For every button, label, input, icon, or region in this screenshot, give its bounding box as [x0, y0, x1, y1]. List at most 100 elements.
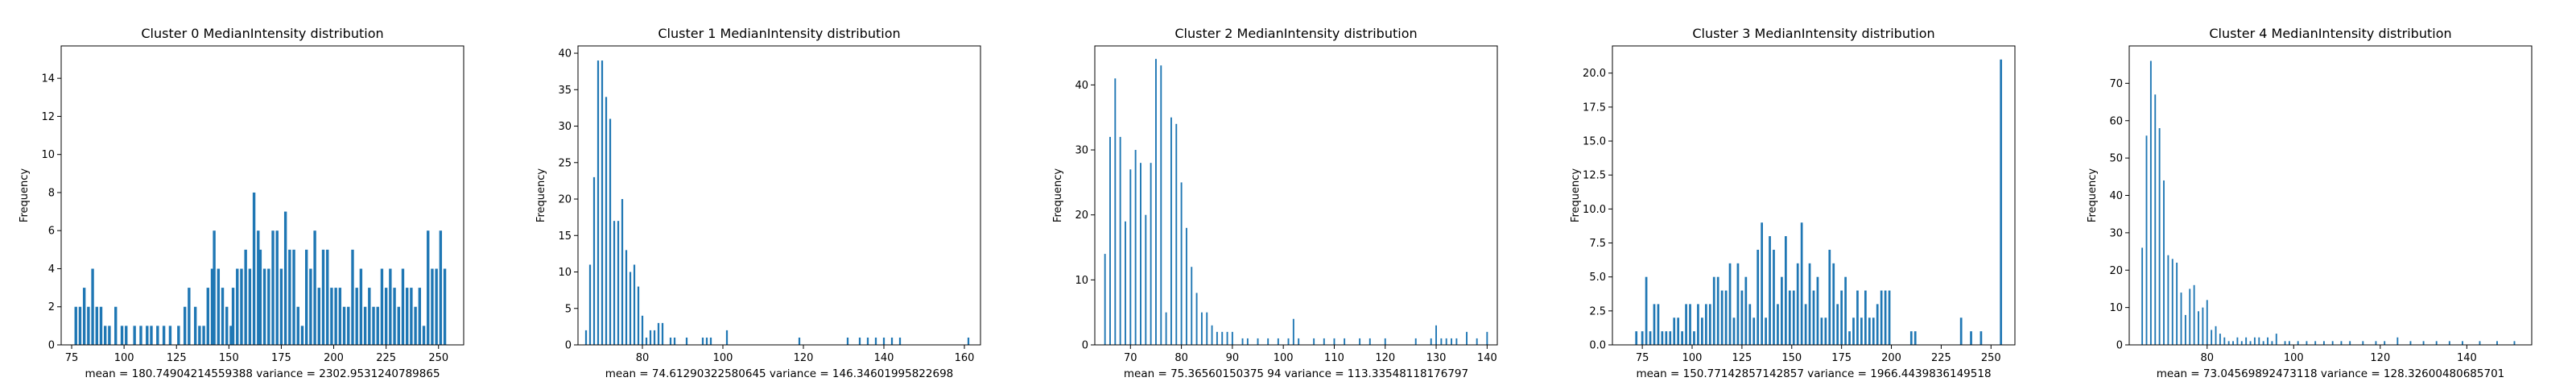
histogram-bar [2314, 341, 2317, 345]
x-tick-label: 110 [1324, 352, 1344, 364]
histogram-bar [1635, 331, 1638, 345]
histogram-bar [2253, 337, 2256, 345]
histogram-bar [2163, 180, 2165, 345]
histogram-bar [1724, 290, 1728, 345]
histogram-bar [1728, 263, 1732, 345]
y-tick-label: 50 [2109, 153, 2123, 165]
histogram-bar [275, 230, 279, 345]
y-tick-label: 0 [565, 340, 572, 352]
histogram-bar [300, 326, 304, 345]
histogram-bar [1685, 304, 1687, 345]
histogram-bar [82, 288, 86, 345]
histogram-bar [2227, 341, 2230, 345]
x-tick-label: 125 [1732, 352, 1752, 364]
histogram-bar [188, 288, 191, 345]
x-tick-label: 130 [1426, 352, 1447, 364]
histogram-bar [210, 268, 214, 345]
histogram-bar [1241, 338, 1244, 345]
histogram-bar [248, 268, 252, 345]
histogram-bar [1820, 317, 1823, 345]
histogram-bar [1708, 304, 1711, 345]
histogram-bar [1736, 263, 1740, 345]
y-tick-label: 35 [558, 85, 572, 97]
x-tick-label: 150 [219, 352, 239, 364]
histogram-bar [1140, 163, 1141, 345]
histogram-bar [1816, 276, 1819, 345]
histogram-bar [177, 326, 180, 345]
histogram-bar [405, 288, 409, 345]
histogram-bar [2206, 300, 2208, 345]
histogram-bar [418, 288, 422, 345]
histogram-bar [198, 326, 201, 345]
histogram-bar [967, 337, 970, 345]
histogram-bar [1824, 317, 1827, 345]
x-tick-label: 80 [1174, 352, 1188, 364]
histogram-bar [2180, 292, 2182, 345]
histogram-bar [2271, 341, 2273, 345]
histogram-bar [1323, 338, 1325, 345]
histogram-bar [262, 268, 266, 345]
histogram-bar [1832, 263, 1835, 345]
histogram-bar [1114, 78, 1117, 345]
y-tick-label: 4 [48, 263, 55, 276]
histogram-bar [139, 326, 142, 345]
histogram-bar [2422, 341, 2425, 345]
histogram-bar [1216, 331, 1218, 345]
histogram-bar [1125, 221, 1126, 345]
histogram-bar [882, 337, 886, 345]
histogram-bar [1669, 331, 1672, 345]
histogram-bar [1959, 317, 1963, 345]
histogram-bar [1884, 290, 1887, 345]
histogram-bar [2000, 59, 2003, 346]
histogram-bar [359, 268, 363, 345]
histogram-bar [368, 288, 371, 345]
histogram-bar [1333, 338, 1335, 345]
histogram-bar [2349, 341, 2351, 345]
y-tick-label: 30 [1075, 145, 1088, 157]
histogram-bar [2184, 314, 2186, 345]
x-tick-label: 175 [271, 352, 291, 364]
histogram-bar [1359, 338, 1361, 345]
histogram-bar [2435, 341, 2438, 345]
y-axis-label: Frequency [1570, 168, 1582, 222]
histogram-bar [2236, 337, 2239, 345]
histogram-bar [257, 230, 260, 345]
y-axis-label: Frequency [1052, 168, 1064, 222]
histogram-bar [304, 249, 308, 345]
x-tick-label: 175 [1831, 352, 1852, 364]
x-tick-label: 225 [376, 352, 396, 364]
histogram-bar [1796, 263, 1799, 345]
x-tick-label: 140 [874, 352, 894, 364]
histogram-bar [2409, 341, 2412, 345]
histogram-bar [1451, 338, 1452, 345]
x-tick-label: 75 [65, 352, 79, 364]
histogram-bar [2176, 262, 2178, 345]
histogram-bar [427, 230, 430, 345]
x-tick-label: 100 [1274, 352, 1294, 364]
y-tick-label: 10 [2109, 302, 2123, 314]
histogram-bar [317, 288, 321, 345]
histogram-bar [2275, 334, 2277, 345]
histogram-bar [146, 326, 149, 345]
histogram-bar [1476, 338, 1478, 345]
histogram-bar [1277, 338, 1279, 345]
y-tick-label: 8 [48, 187, 55, 199]
histogram-bar [1384, 338, 1386, 345]
histogram-bar [1720, 290, 1724, 345]
histogram-bar [584, 330, 588, 345]
histogram-bar [2375, 341, 2377, 345]
histogram-bar [701, 337, 704, 345]
histogram-bar [271, 230, 275, 345]
histogram-bar [898, 337, 902, 345]
histogram-bar [1872, 317, 1875, 345]
histogram-bar [629, 272, 632, 345]
stats-label: mean = 74.61290322580645 variance = 146.… [605, 367, 954, 380]
histogram-bar [2384, 341, 2386, 345]
y-tick-label: 5.0 [1589, 272, 1606, 284]
y-tick-label: 60 [2109, 115, 2123, 127]
x-tick-label: 100 [1682, 352, 1703, 364]
y-tick-label: 12 [41, 111, 55, 123]
y-axis-label: Frequency [535, 168, 547, 222]
axes-frame [1612, 45, 2016, 346]
